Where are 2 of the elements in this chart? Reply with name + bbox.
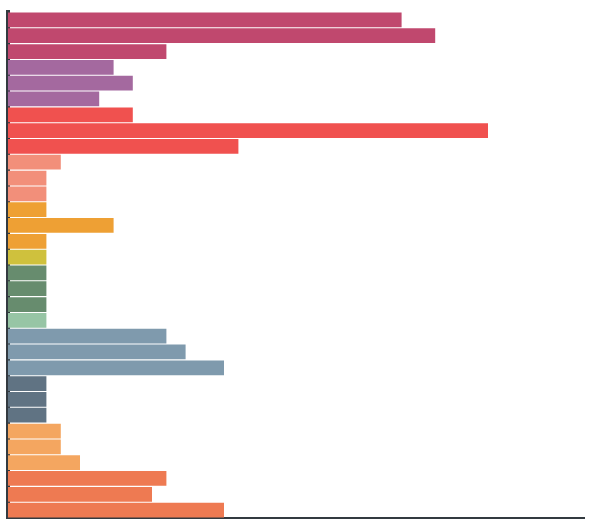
bar: [8, 249, 47, 265]
bar: [8, 312, 47, 328]
